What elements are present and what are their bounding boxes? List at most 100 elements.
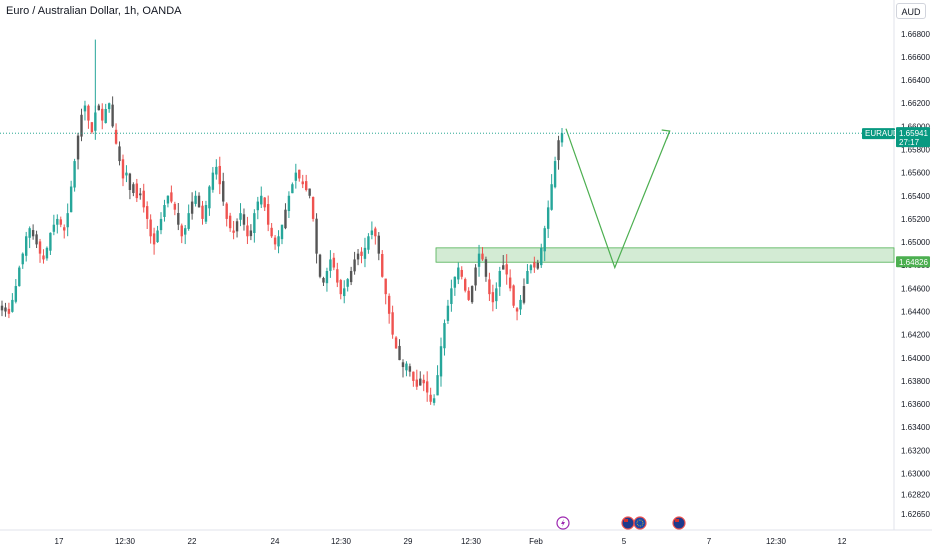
candle-body [467,290,470,300]
candle-body [52,224,56,232]
candle-body [97,105,100,111]
candle-body [7,308,11,314]
projection-line[interactable] [565,128,671,270]
candle-body [59,219,62,225]
candle-body [381,254,384,277]
price-axis[interactable]: 1.66800 1.66600 1.66400 1.66200 1.66000 1.658… [901,30,930,519]
candle-body [360,251,363,256]
candle-body [529,265,533,271]
candle-body [339,280,342,295]
candle-body [56,218,59,225]
chart-title: Euro / Australian Dollar, 1h, OANDA [6,5,182,17]
candle-body [63,227,66,231]
candle-body [446,305,450,321]
price-tick-label: 1.64200 [901,331,930,340]
candle-body [225,203,228,219]
price-tick-label: 1.64400 [901,308,930,317]
time-tick-label: 12:30 [115,537,136,546]
zone-price-tag-bg [896,256,930,268]
candle-body [24,236,28,256]
current-price-label: 1.65941 [899,129,928,138]
candle-body [49,232,52,251]
candle-body [11,299,14,312]
candle-body [512,285,515,306]
time-axis[interactable]: 17 12:30 22 24 12:30 29 12:30 Feb 5 7 12:30 12 [55,537,847,546]
candle-body [177,212,180,225]
candle-body [519,299,522,310]
au-flag-icon[interactable] [621,516,635,530]
candle-body [495,288,498,302]
price-tick-label: 1.63200 [901,446,930,455]
eu-flag-icon[interactable] [633,516,647,530]
candle-body [422,379,425,384]
au-flag-icon[interactable] [672,516,686,530]
candle-body [401,362,405,368]
candle-body [560,133,564,143]
candle-body [543,228,546,252]
candle-body [21,253,24,265]
candle-body [408,366,412,372]
support-zone[interactable] [435,247,895,263]
candle-body [152,233,156,245]
price-tick-label: 1.62650 [901,510,930,519]
candle-body [18,267,21,287]
candle-body [526,271,529,284]
candle-body [284,209,287,229]
candle-body [42,255,45,260]
candle-body [159,218,163,231]
candle-body [287,195,291,212]
support-zone-rect[interactable] [435,247,895,263]
candle-body [125,172,128,176]
price-tick-label: 1.65800 [901,146,930,155]
candle-body [173,203,177,210]
event-markers[interactable] [556,516,686,530]
candle-body [80,114,83,137]
candle-body [356,253,360,260]
candle-body [232,230,235,233]
candle-body [304,181,308,190]
candle-body [280,224,284,240]
candle-body [508,277,512,289]
candle-body [394,337,398,349]
price-tick-label: 1.65400 [901,192,930,201]
price-tick-label: 1.66600 [901,53,930,62]
price-tick-label: 1.63600 [901,400,930,409]
candle-body [436,375,439,396]
candle-body [311,196,315,219]
time-tick-label: 12:30 [766,537,787,546]
candle-body [266,204,270,225]
candle-body [481,253,484,260]
lightning-glyph [561,519,565,527]
candle-body [260,195,263,205]
candle-body [45,247,49,259]
time-tick-label: 29 [404,537,413,546]
candle-body [491,292,495,303]
candle-body [315,218,318,254]
candle-body [101,108,104,121]
candle-body [398,345,401,361]
candle-body [443,323,446,349]
currency-button[interactable]: AUD [896,3,926,19]
flag-canton [675,519,679,522]
candle-body [384,278,387,295]
flag-stars [636,519,644,527]
candle-body [515,308,519,312]
candle-body [69,186,73,213]
candle-body [308,188,311,196]
projection-arrowhead [661,129,671,140]
time-tick-label: 7 [707,537,712,546]
candle-body [488,279,491,295]
candle-body [215,166,218,175]
candle-body [104,109,107,124]
time-tick-label: 12:30 [331,537,352,546]
zone-price-label: 1.64826 [899,258,928,267]
candle-body [166,195,170,204]
candle-body [190,201,194,214]
price-tick-label: 1.66200 [901,99,930,108]
projection-arrow[interactable] [565,128,671,270]
candle-body [76,135,80,160]
candle-body [218,165,221,185]
price-tick-label: 1.66400 [901,76,930,85]
candles [0,39,564,406]
